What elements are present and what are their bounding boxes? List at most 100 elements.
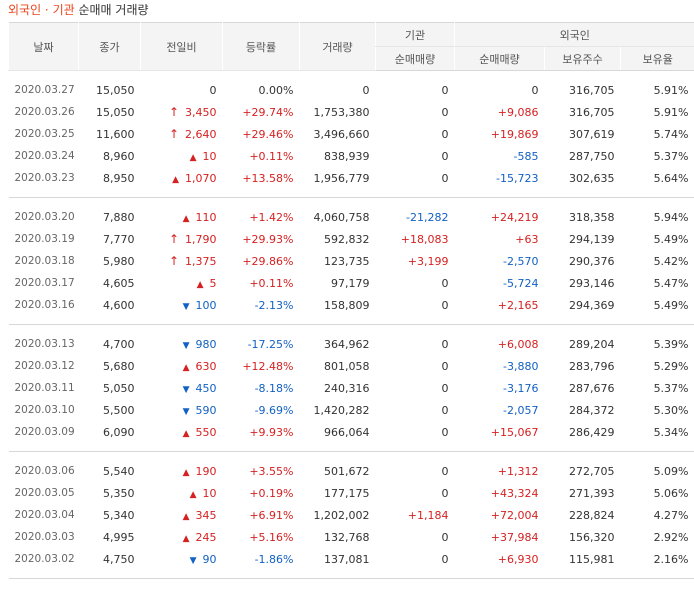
date-cell: 2020.03.16 — [14, 299, 75, 311]
change-cell: ▼ 90 — [141, 548, 223, 570]
holding-cell: 289,204 — [569, 337, 615, 351]
date-cell: 2020.03.18 — [14, 255, 75, 267]
header-foreign: 외국인 — [453, 22, 694, 47]
up-triangle-icon: ▲ — [182, 362, 190, 373]
table-row: 2020.03.05 5,350 ▲ 10 +0.19% 177,175 0 +43,324 2… — [9, 482, 694, 504]
volume-cell: 3,496,660 — [313, 127, 370, 141]
volume-cell: 966,064 — [324, 425, 370, 439]
down-triangle-icon: ▼ — [182, 301, 190, 312]
change-cell: ↑ 1,375 — [141, 250, 223, 272]
group-divider — [8, 189, 694, 198]
ratio-cell: 2.92% — [653, 530, 689, 544]
change-cell: ▼ 590 — [141, 399, 223, 421]
rate-cell: +9.93% — [249, 425, 294, 439]
close-cell: 5,050 — [103, 381, 135, 395]
header-institution: 기관 — [375, 22, 455, 47]
volume-cell: 1,202,002 — [313, 508, 370, 522]
holding-cell: 115,981 — [569, 552, 615, 566]
up-triangle-icon: ▲ — [182, 467, 190, 478]
inst-net-cell: 0 — [441, 486, 449, 500]
spacer-cell — [9, 198, 694, 207]
ratio-cell: 4.27% — [653, 508, 689, 522]
date-cell: 2020.03.11 — [14, 382, 75, 394]
limit-up-arrow-icon: ↑ — [168, 232, 179, 246]
close-cell: 8,950 — [103, 171, 135, 185]
divider-cell — [8, 189, 694, 198]
inst-net-cell: +18,083 — [400, 232, 449, 246]
rate-cell: -1.86% — [254, 552, 294, 566]
limit-up-arrow-icon: ↑ — [168, 105, 179, 119]
foreign-net-cell: +63 — [515, 232, 539, 246]
investor-trading-table: 날짜 종가 전일비 등락률 거래량 기관 외국인 순매매량 순매매량 보유주수 … — [8, 22, 694, 579]
divider-cell — [8, 316, 694, 325]
change-cell: ▲ 550 — [141, 421, 223, 443]
table-row: 2020.03.04 5,340 ▲ 345 +6.91% 1,202,002 +1,184… — [9, 504, 694, 526]
change-cell: ▲ 345 — [141, 504, 223, 526]
ratio-cell: 2.16% — [653, 552, 689, 566]
volume-cell: 4,060,758 — [313, 210, 370, 224]
table-row: 2020.03.16 4,600 ▼ 100 -2.13% 158,809 0 +2,165 2… — [9, 294, 694, 316]
rate-cell: +13.58% — [242, 171, 294, 185]
foreign-net-cell: +6,008 — [497, 337, 539, 351]
change-cell: ▲ 630 — [141, 355, 223, 377]
table-row: 2020.03.03 4,995 ▲ 245 +5.16% 132,768 0 +37,984… — [9, 526, 694, 548]
date-cell: 2020.03.26 — [14, 106, 75, 118]
change-cell: ▲ 1,070 — [141, 167, 223, 189]
date-cell: 2020.03.06 — [14, 465, 75, 477]
ratio-cell: 5.37% — [653, 149, 689, 163]
foreign-net-cell: +9,086 — [497, 105, 539, 119]
volume-cell: 132,768 — [324, 530, 370, 544]
down-triangle-icon: ▼ — [182, 340, 190, 351]
foreign-net-cell: -3,176 — [503, 381, 539, 395]
ratio-cell: 5.49% — [653, 298, 689, 312]
holding-cell: 286,429 — [569, 425, 615, 439]
change-value: 100 — [195, 298, 217, 312]
limit-up-arrow-icon: ↑ — [168, 254, 179, 268]
ratio-cell: 5.64% — [653, 171, 689, 185]
holding-cell: 271,393 — [569, 486, 615, 500]
foreign-net-cell: +72,004 — [490, 508, 539, 522]
inst-net-cell: 0 — [441, 149, 449, 163]
header-inst-net: 순매매량 — [375, 46, 455, 71]
section-title-label: 순매매 거래량 — [74, 3, 149, 17]
table-row: 2020.03.12 5,680 ▲ 630 +12.48% 801,058 0 -3,880… — [9, 355, 694, 377]
volume-cell: 0 — [362, 83, 370, 97]
holding-cell: 302,635 — [569, 171, 615, 185]
close-cell: 4,750 — [103, 552, 135, 566]
inst-net-cell: +1,184 — [407, 508, 449, 522]
close-cell: 7,770 — [103, 232, 135, 246]
holding-cell: 294,369 — [569, 298, 615, 312]
foreign-net-cell: +1,312 — [497, 464, 539, 478]
close-cell: 11,600 — [96, 127, 135, 141]
change-value: 1,070 — [185, 171, 217, 185]
inst-net-cell: 0 — [441, 171, 449, 185]
close-cell: 4,600 — [103, 298, 135, 312]
table-row: 2020.03.11 5,050 ▼ 450 -8.18% 240,316 0 -3,176 2… — [9, 377, 694, 399]
change-value: 10 — [202, 149, 217, 163]
ratio-cell: 5.30% — [653, 403, 689, 417]
change-value: 450 — [195, 381, 217, 395]
rate-cell: +0.11% — [249, 276, 294, 290]
ratio-cell: 5.49% — [653, 232, 689, 246]
change-value: 630 — [195, 359, 217, 373]
inst-net-cell: 0 — [441, 403, 449, 417]
holding-cell: 287,750 — [569, 149, 615, 163]
rate-cell: -2.13% — [254, 298, 294, 312]
holding-cell: 293,146 — [569, 276, 615, 290]
close-cell: 6,090 — [103, 425, 135, 439]
change-value: 10 — [202, 486, 217, 500]
inst-net-cell: 0 — [441, 425, 449, 439]
header-rate: 등락률 — [222, 22, 300, 71]
table-row: 2020.03.13 4,700 ▼ 980 -17.25% 364,962 0 +6,008… — [9, 333, 694, 355]
spacer-cell — [9, 325, 694, 334]
rate-cell: +3.55% — [249, 464, 294, 478]
group-divider — [8, 316, 694, 325]
inst-net-cell: +3,199 — [407, 254, 449, 268]
date-cell: 2020.03.03 — [14, 531, 75, 543]
table-row: 2020.03.18 5,980 ↑ 1,375 +29.86% 123,735 +3,19… — [9, 250, 694, 272]
holding-cell: 294,139 — [569, 232, 615, 246]
volume-cell: 801,058 — [324, 359, 370, 373]
date-cell: 2020.03.24 — [14, 150, 75, 162]
volume-cell: 123,735 — [324, 254, 370, 268]
volume-cell: 364,962 — [324, 337, 370, 351]
